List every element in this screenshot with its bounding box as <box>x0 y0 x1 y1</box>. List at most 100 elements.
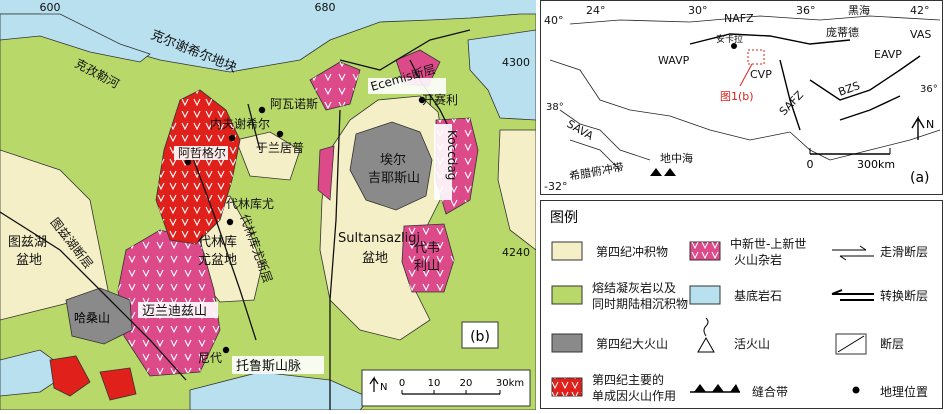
strike-slip-icon <box>832 245 874 261</box>
location-icon <box>852 386 860 394</box>
alluvium-label: 第四纪冲积物 <box>596 244 668 259</box>
main-scale: N 0 10 20 30km <box>361 369 531 407</box>
ignimbrite-label-2: 同时期陆相沉积物 <box>592 296 688 311</box>
taurus-label: 托鲁斯山脉 <box>236 359 301 374</box>
monogenetic-volcanic <box>99 367 137 401</box>
y-tick: 4240 <box>502 246 530 259</box>
panel-b-label-bg <box>461 321 499 349</box>
vas-label: VAS <box>910 28 931 41</box>
derinkuyu-basin-label-1: 代林库 <box>198 234 237 250</box>
develi-label-2: 利山 <box>414 259 440 274</box>
svg-text:30km: 30km <box>496 378 524 389</box>
sultansazligi-label-1: Sultansazligi <box>338 231 420 246</box>
north-arrow-icon <box>911 115 925 140</box>
north-volcanic-pattern <box>310 62 360 110</box>
monogenetic-label-2: 单成因火山作用 <box>592 389 676 403</box>
inset-map: 40° 38° 36° -32° 24° 30° 36° 42° 黑海 庞蒂德 … <box>540 0 943 195</box>
monogenetic-volcanic <box>49 355 91 397</box>
alluvium-swatch <box>551 241 583 261</box>
lon-tick: 30° <box>688 4 708 17</box>
fault-label: 断层 <box>880 336 904 351</box>
ecemis-label-bg <box>368 78 446 94</box>
lat-tick: 36° <box>920 84 938 95</box>
nevsehir-alluvium <box>235 131 301 181</box>
koccdag-label-bg <box>434 124 452 200</box>
black-sea-label: 黑海 <box>848 3 870 17</box>
nevsehir-label: 内夫谢希尔 <box>210 116 270 131</box>
taurus-label-bg <box>232 356 324 374</box>
develi-label-1: 代韦 <box>414 241 440 256</box>
lon-tick: 42° <box>910 4 930 17</box>
inset-map-panel: 40° 38° 36° -32° 24° 30° 36° 42° 黑海 庞蒂德 … <box>540 0 944 196</box>
svg-text:300km: 300km <box>857 158 895 171</box>
y-tick: 4300 <box>502 56 530 69</box>
lon-tick: 36° <box>796 4 816 17</box>
volcanic-label-2: 火山杂岩 <box>734 252 782 267</box>
lat-tick: 38° <box>546 102 564 113</box>
main-map: 600 680 4300 4240 克孜勒河 克尔谢希尔地块 阿瓦诺斯 内夫谢希… <box>0 0 537 411</box>
transform-icon <box>831 289 874 301</box>
north-arrow-icon <box>369 376 379 392</box>
legend-panel: 图例 第四纪冲积物 中新世-上新世 火山杂岩 走滑断层 熔结凝灰岩以及 同时期陆… <box>540 200 944 410</box>
coastlines <box>549 15 941 171</box>
basement-patch <box>0 13 151 63</box>
erciyes-label-1: 埃尔 <box>380 153 406 168</box>
hasan-volcano <box>65 287 133 345</box>
tuz-basin-label-1: 图兹湖 <box>8 235 47 250</box>
inset-scale: N 0 300km <box>807 115 934 171</box>
fault-lines <box>0 29 471 410</box>
legend: 图例 第四纪冲积物 中新世-上新世 火山杂岩 走滑断层 熔结凝灰岩以及 同时期陆… <box>540 200 943 409</box>
x-tick: 680 <box>315 1 336 14</box>
hasan-label: 哈桑山 <box>74 311 110 325</box>
large-volcano-swatch <box>551 333 583 353</box>
basement-swatch <box>689 285 721 305</box>
eavp-label: EAVP <box>874 48 902 61</box>
suture-label: 缝合带 <box>752 384 788 399</box>
svg-text:10: 10 <box>428 378 441 389</box>
suture-icon <box>650 168 676 176</box>
melendiz-label: 迈兰迪兹山 <box>142 304 207 319</box>
avanos-label: 阿瓦诺斯 <box>270 97 318 111</box>
transform-label: 转换断层 <box>880 288 928 303</box>
ignimbrite-label-1: 熔结凝灰岩以及 <box>592 280 676 295</box>
erciyes-volcano <box>349 121 433 211</box>
svg-text:0: 0 <box>399 378 405 389</box>
suture-icon <box>690 384 740 393</box>
nigde-label: 尼代 <box>198 351 222 365</box>
legend-title: 图例 <box>550 210 578 226</box>
lat-tick: -32° <box>544 180 567 193</box>
west-volcanic <box>317 145 335 201</box>
pontides-label: 庞蒂德 <box>826 25 859 39</box>
cvp-label: CVP <box>750 68 772 81</box>
x-tick: 600 <box>40 1 61 14</box>
east-alluvium <box>497 129 537 251</box>
active-volcano-label: 活火山 <box>734 337 770 351</box>
fig-ref-label: 图1(b) <box>720 90 754 103</box>
erciyes-label-2: 吉耶斯山 <box>368 171 420 186</box>
volcanic-swatch-pattern <box>690 242 720 260</box>
tuz-basin-label-2: 盆地 <box>16 253 42 268</box>
derinkuyu-label: 代林库尤 <box>226 196 274 211</box>
panel-a-label: (a) <box>910 170 930 186</box>
derinkuyu-basin-label-2: 尤盆地 <box>198 253 237 268</box>
koccdag-label: Koccdag <box>445 130 459 180</box>
acigol-label: 阿哲格尔 <box>178 145 226 160</box>
location-dots <box>184 96 426 354</box>
fault-lines <box>689 33 921 131</box>
ankara-dot <box>731 43 737 49</box>
kayseri-label: 开赛利 <box>422 92 458 107</box>
location-label: 地理位置 <box>880 384 928 399</box>
svg-text:N: N <box>380 382 387 393</box>
monogenetic-swatch-pattern <box>552 378 582 396</box>
panel-b-label: (b) <box>470 329 490 345</box>
sultansazligi-label-2: 盆地 <box>362 251 388 266</box>
volcanic-label-1: 中新世-上新世 <box>730 236 806 251</box>
develi-volcanic-pattern <box>402 224 454 292</box>
grid-ticks: 600 680 4300 4240 <box>40 1 531 259</box>
svg-text:N: N <box>926 118 934 131</box>
mediterranean-label: 地中海 <box>660 151 693 165</box>
svg-text:0: 0 <box>807 158 814 171</box>
active-volcano-icon <box>697 317 715 353</box>
lon-tick: 24° <box>586 4 606 17</box>
wavp-label: WAVP <box>658 54 690 67</box>
